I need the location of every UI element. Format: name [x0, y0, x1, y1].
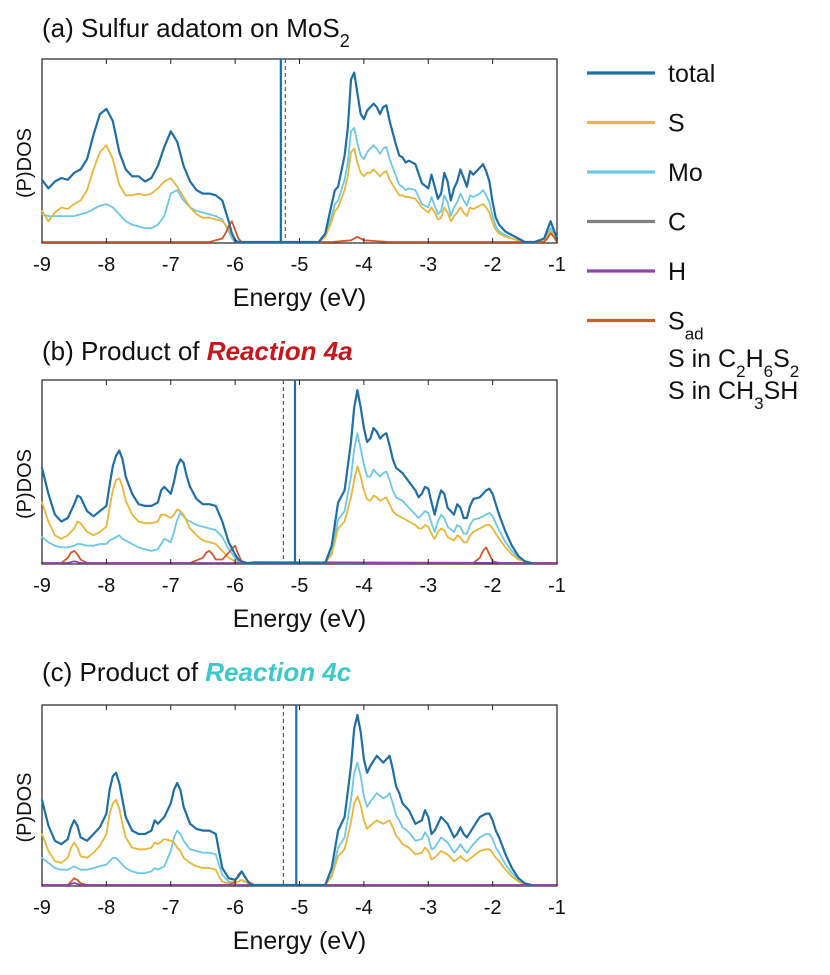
text-part: S in CH — [668, 377, 754, 405]
x-tick-label: -1 — [548, 254, 566, 276]
x-tick-label: -2 — [484, 254, 502, 276]
subscript: 2 — [790, 362, 799, 381]
x-tick-label: -9 — [33, 897, 51, 919]
series-line-total — [40, 389, 533, 565]
subscript: ad — [685, 324, 704, 343]
x-tick-label: -6 — [226, 575, 244, 597]
x-tick-label: -8 — [97, 575, 115, 597]
series-line-Mo — [41, 432, 533, 564]
text-part: H — [668, 258, 686, 286]
series-line-S — [41, 795, 533, 886]
x-tick-label: -4 — [355, 897, 373, 919]
y-axis-label: (P)DOS — [14, 128, 36, 198]
panel-title: (c) Product of Reaction 4c — [42, 657, 352, 687]
series-line-S — [41, 465, 533, 564]
series-line-Mo — [41, 761, 533, 886]
x-tick-label: -5 — [291, 575, 309, 597]
series-line-total — [40, 713, 533, 887]
x-tick-label: -7 — [162, 254, 180, 276]
panel-title: (a) Sulfur adatom on MoS2 — [42, 13, 350, 51]
series-line-H — [41, 882, 558, 886]
x-axis-label: Energy (eV) — [233, 284, 366, 312]
legend-label-S: S — [668, 110, 685, 138]
panel-a: (a) Sulfur adatom on MoS2 -9 -8 -7 -6 -5 -4 -3 -… — [14, 13, 566, 312]
text-part: Mo — [668, 159, 703, 187]
x-tick-label: -4 — [355, 254, 373, 276]
x-tick-label: -9 — [33, 575, 51, 597]
x-tick-label: -9 — [33, 254, 51, 276]
text-part: S — [773, 345, 790, 373]
x-tick-label: -3 — [419, 575, 437, 597]
x-tick-label: -3 — [419, 897, 437, 919]
reaction-label: Reaction 4a — [207, 336, 353, 366]
x-tick-label: -1 — [548, 575, 566, 597]
text-part: S — [668, 110, 685, 138]
legend-label-C: C — [668, 209, 686, 237]
panel-b: (b) Product of Reaction 4a -9 -8 -7 -6 -5 -4 -3… — [14, 336, 566, 633]
x-axis-label: Energy (eV) — [233, 605, 366, 633]
text-part: (b) Product of — [42, 336, 207, 366]
subscript: 6 — [764, 362, 773, 381]
x-tick-label: -2 — [484, 575, 502, 597]
series-line-S_ad — [41, 544, 558, 564]
subscript: 3 — [754, 394, 763, 413]
legend-label-Mo: Mo — [668, 159, 703, 187]
subscript: 2 — [340, 31, 350, 51]
text-part: total — [668, 60, 715, 88]
x-tick-label: -5 — [291, 897, 309, 919]
x-tick-label: -6 — [226, 897, 244, 919]
text-part: SH — [764, 377, 799, 405]
x-tick-label: -1 — [548, 897, 566, 919]
x-tick-label: -7 — [162, 897, 180, 919]
panel-c: (c) Product of Reaction 4c -9 -8 -7 -6 -5 -4 -3… — [14, 657, 566, 955]
series-line-S — [41, 144, 558, 243]
x-tick-label: -6 — [226, 254, 244, 276]
x-tick-label: -4 — [355, 575, 373, 597]
series-line-Mo — [41, 127, 558, 243]
plot-frame — [41, 704, 558, 887]
x-tick-label: -3 — [419, 254, 437, 276]
text-part: S in C — [668, 345, 736, 373]
y-axis-label: (P)DOS — [14, 449, 36, 519]
series-line-total — [40, 71, 559, 244]
x-tick-label: -7 — [162, 575, 180, 597]
legend-label-H: H — [668, 258, 686, 286]
x-tick-label: -2 — [484, 897, 502, 919]
legend-extra-line: S in C2H6S2 — [668, 345, 799, 381]
legend-label-S_ad: Sad — [668, 308, 704, 344]
panel-title: (b) Product of Reaction 4a — [42, 336, 353, 366]
reaction-label: Reaction 4c — [205, 657, 351, 687]
legend-extra-line: S in CH3SH — [668, 377, 798, 413]
x-tick-label: -8 — [97, 897, 115, 919]
text-part: (a) Sulfur adatom on MoS — [42, 13, 340, 43]
text-part: H — [746, 345, 764, 373]
legend-label-total: total — [668, 60, 715, 88]
text-part: (c) Product of — [42, 657, 205, 687]
y-axis-label: (P)DOS — [14, 773, 36, 843]
x-tick-label: -8 — [97, 254, 115, 276]
text-part: S — [668, 308, 685, 336]
x-axis-label: Energy (eV) — [233, 927, 366, 955]
text-part: C — [668, 209, 686, 237]
x-tick-label: -5 — [291, 254, 309, 276]
subscript: 2 — [736, 362, 745, 381]
